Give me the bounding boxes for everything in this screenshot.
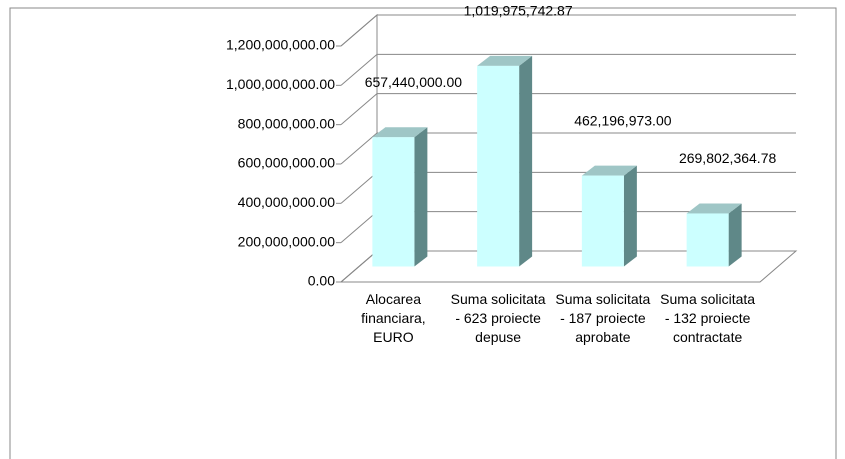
bar — [581, 175, 624, 267]
value-label: 269,802,364.78 — [679, 150, 777, 166]
bar — [372, 137, 415, 267]
bar-top — [581, 165, 637, 176]
bar — [686, 213, 729, 267]
y-tick-label: 600,000,000.00 — [238, 155, 336, 171]
y-tick-label: 1,000,000,000.00 — [226, 76, 335, 92]
y-tick-label: 200,000,000.00 — [238, 233, 336, 249]
x-tick-label: Alocarea financiara, EURO — [361, 291, 426, 345]
y-tick-label: 800,000,000.00 — [238, 115, 336, 131]
grid-line — [340, 93, 796, 126]
grid-line — [340, 132, 796, 165]
bar-top — [372, 127, 428, 138]
x-tick-label: Suma solicitata - 187 proiecte aprobate — [555, 291, 651, 345]
bar-top — [477, 55, 533, 66]
grid-line — [340, 53, 796, 86]
bar — [477, 65, 520, 267]
y-tick-label: 400,000,000.00 — [238, 194, 336, 210]
x-tick-label: Suma solicitata - 132 proiecte contracta… — [660, 291, 756, 345]
bar-top — [686, 203, 742, 214]
bar-side — [623, 165, 637, 267]
bar-side — [728, 203, 742, 267]
value-label: 1,019,975,742.87 — [464, 3, 573, 19]
y-tick-label: 0.00 — [308, 273, 335, 289]
bar-side — [414, 127, 428, 267]
value-label: 462,196,973.00 — [574, 112, 672, 128]
value-label: 657,440,000.00 — [365, 74, 463, 90]
grid-line — [340, 14, 796, 47]
bar-side — [519, 55, 533, 267]
y-tick-label: 1,200,000,000.00 — [226, 37, 335, 53]
frame — [9, 7, 837, 459]
x-tick-label: Suma solicitata - 623 proiecte depuse — [450, 291, 546, 345]
